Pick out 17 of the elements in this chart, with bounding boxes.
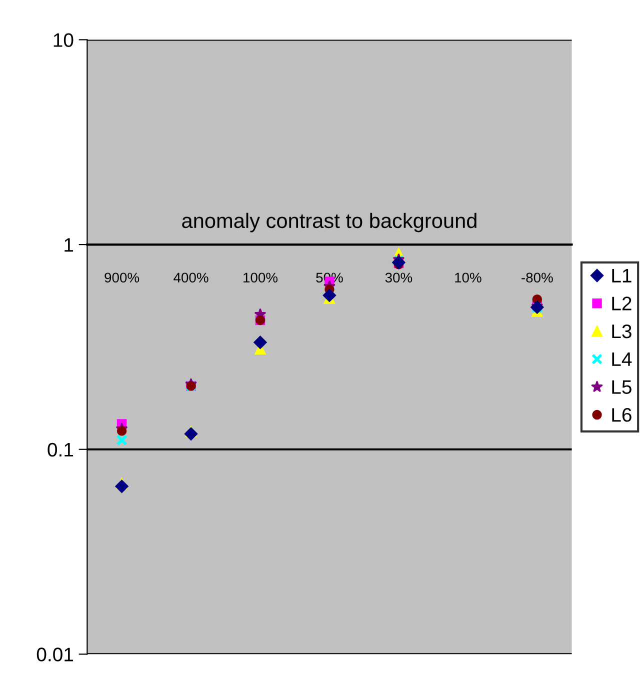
legend-label: L5: [612, 380, 632, 394]
x-tick-label: 900%: [104, 272, 140, 283]
y-tick-label: 10: [54, 33, 74, 47]
legend-label: L3: [612, 324, 632, 338]
legend-label: L4: [612, 352, 632, 366]
y-tick-label: 1: [64, 238, 74, 252]
x-tick-label: 30%: [385, 272, 412, 283]
y-tick-label: 0.01: [36, 648, 74, 662]
x-tick-label: 10%: [455, 272, 482, 283]
x-tick-label: -80%: [522, 272, 553, 283]
x-tick-label: 400%: [174, 272, 208, 283]
legend-label: L2: [612, 296, 632, 310]
x-tick-label: 100%: [244, 272, 278, 283]
x-axis-title: anomaly contrast to background: [182, 212, 476, 232]
legend-label: L1: [612, 268, 632, 282]
y-tick-label: 0.1: [48, 442, 74, 457]
legend-label: L6: [612, 408, 632, 422]
